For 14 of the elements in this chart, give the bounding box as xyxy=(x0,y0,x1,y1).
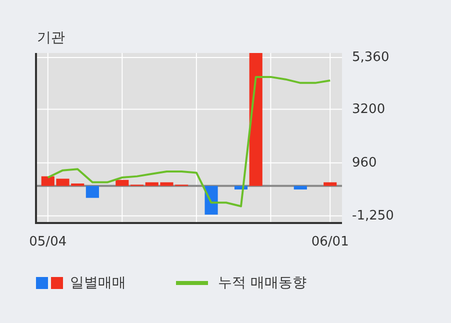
bar xyxy=(86,186,99,198)
x-tick-label: 05/04 xyxy=(29,234,67,250)
y-tick-label: 5,360 xyxy=(352,50,390,66)
y-tick-label: 3200 xyxy=(352,102,386,117)
bar xyxy=(294,186,307,190)
bar xyxy=(249,53,262,186)
chart-title: 기관 xyxy=(37,30,65,46)
bar xyxy=(324,182,337,186)
legend-label: 누적 매매동향 xyxy=(218,274,306,291)
bar xyxy=(116,180,129,186)
legend-label: 일별매매 xyxy=(70,274,126,291)
y-tick-label: 960 xyxy=(352,155,377,170)
x-tick-label: 06/01 xyxy=(311,234,349,250)
y-tick-label: -1,250 xyxy=(352,208,394,224)
